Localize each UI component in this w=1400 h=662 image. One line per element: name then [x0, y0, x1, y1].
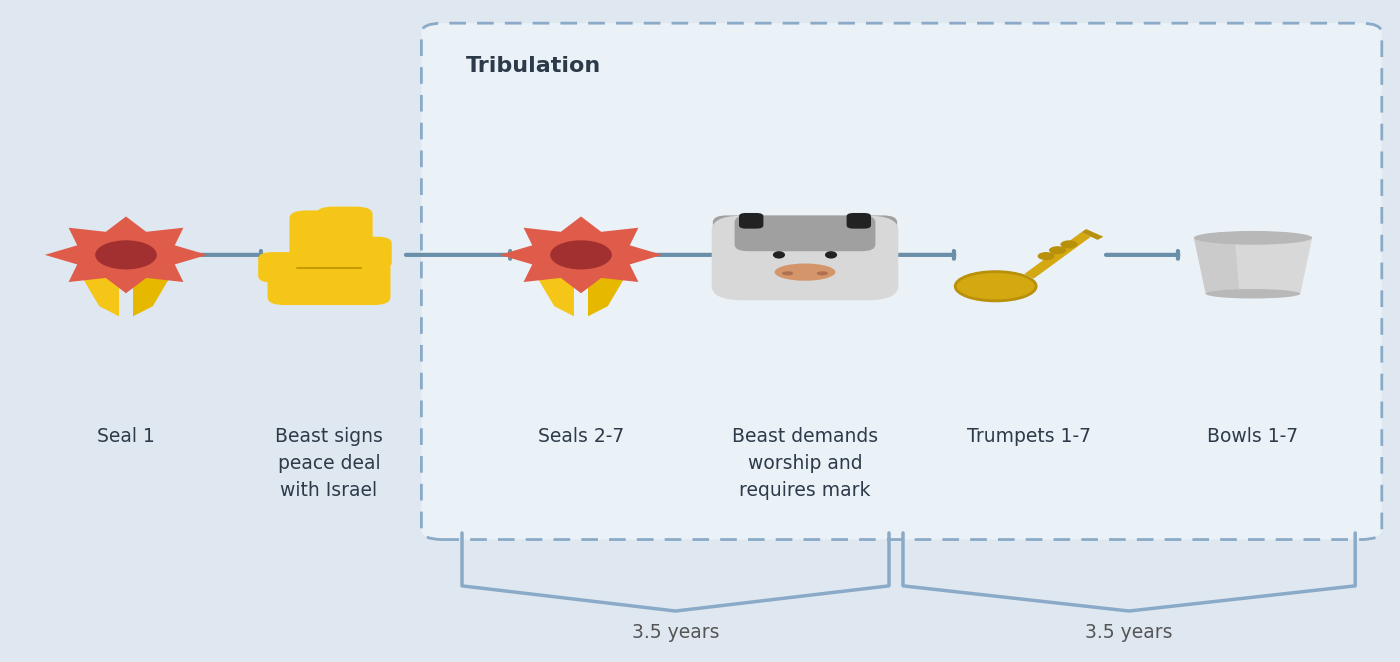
- Polygon shape: [1081, 229, 1103, 240]
- Text: Beast signs
peace deal
with Israel: Beast signs peace deal with Israel: [274, 427, 384, 500]
- Text: 3.5 years: 3.5 years: [1085, 623, 1173, 641]
- Ellipse shape: [783, 271, 794, 275]
- FancyBboxPatch shape: [847, 213, 871, 228]
- Circle shape: [1060, 240, 1078, 248]
- Polygon shape: [1194, 238, 1239, 294]
- FancyBboxPatch shape: [713, 215, 774, 247]
- Polygon shape: [500, 216, 662, 293]
- FancyBboxPatch shape: [421, 23, 1382, 540]
- FancyBboxPatch shape: [711, 216, 899, 301]
- Polygon shape: [81, 276, 119, 316]
- Polygon shape: [536, 276, 574, 316]
- Circle shape: [95, 240, 157, 269]
- Ellipse shape: [825, 251, 837, 259]
- Polygon shape: [1194, 238, 1312, 294]
- Ellipse shape: [774, 263, 836, 281]
- Polygon shape: [1025, 232, 1091, 279]
- Text: 3.5 years: 3.5 years: [631, 623, 720, 641]
- FancyBboxPatch shape: [735, 215, 875, 252]
- FancyBboxPatch shape: [836, 215, 897, 247]
- Ellipse shape: [955, 271, 1036, 301]
- Polygon shape: [588, 276, 626, 316]
- Polygon shape: [45, 216, 207, 293]
- Text: Bowls 1-7: Bowls 1-7: [1207, 427, 1299, 446]
- Text: Beast demands
worship and
requires mark: Beast demands worship and requires mark: [732, 427, 878, 500]
- Text: Seal 1: Seal 1: [97, 427, 155, 446]
- Circle shape: [550, 240, 612, 269]
- Text: Tribulation: Tribulation: [466, 56, 602, 76]
- Ellipse shape: [1194, 231, 1312, 245]
- Circle shape: [1037, 252, 1054, 260]
- Ellipse shape: [773, 251, 785, 259]
- FancyBboxPatch shape: [267, 255, 391, 305]
- FancyBboxPatch shape: [316, 207, 372, 265]
- Text: Trumpets 1-7: Trumpets 1-7: [967, 427, 1091, 446]
- FancyBboxPatch shape: [346, 237, 392, 269]
- FancyBboxPatch shape: [290, 211, 346, 269]
- Ellipse shape: [1205, 289, 1301, 299]
- Circle shape: [1049, 246, 1067, 254]
- Polygon shape: [133, 276, 171, 316]
- FancyBboxPatch shape: [258, 252, 312, 283]
- Text: Seals 2-7: Seals 2-7: [538, 427, 624, 446]
- FancyBboxPatch shape: [739, 213, 763, 228]
- Ellipse shape: [816, 271, 827, 275]
